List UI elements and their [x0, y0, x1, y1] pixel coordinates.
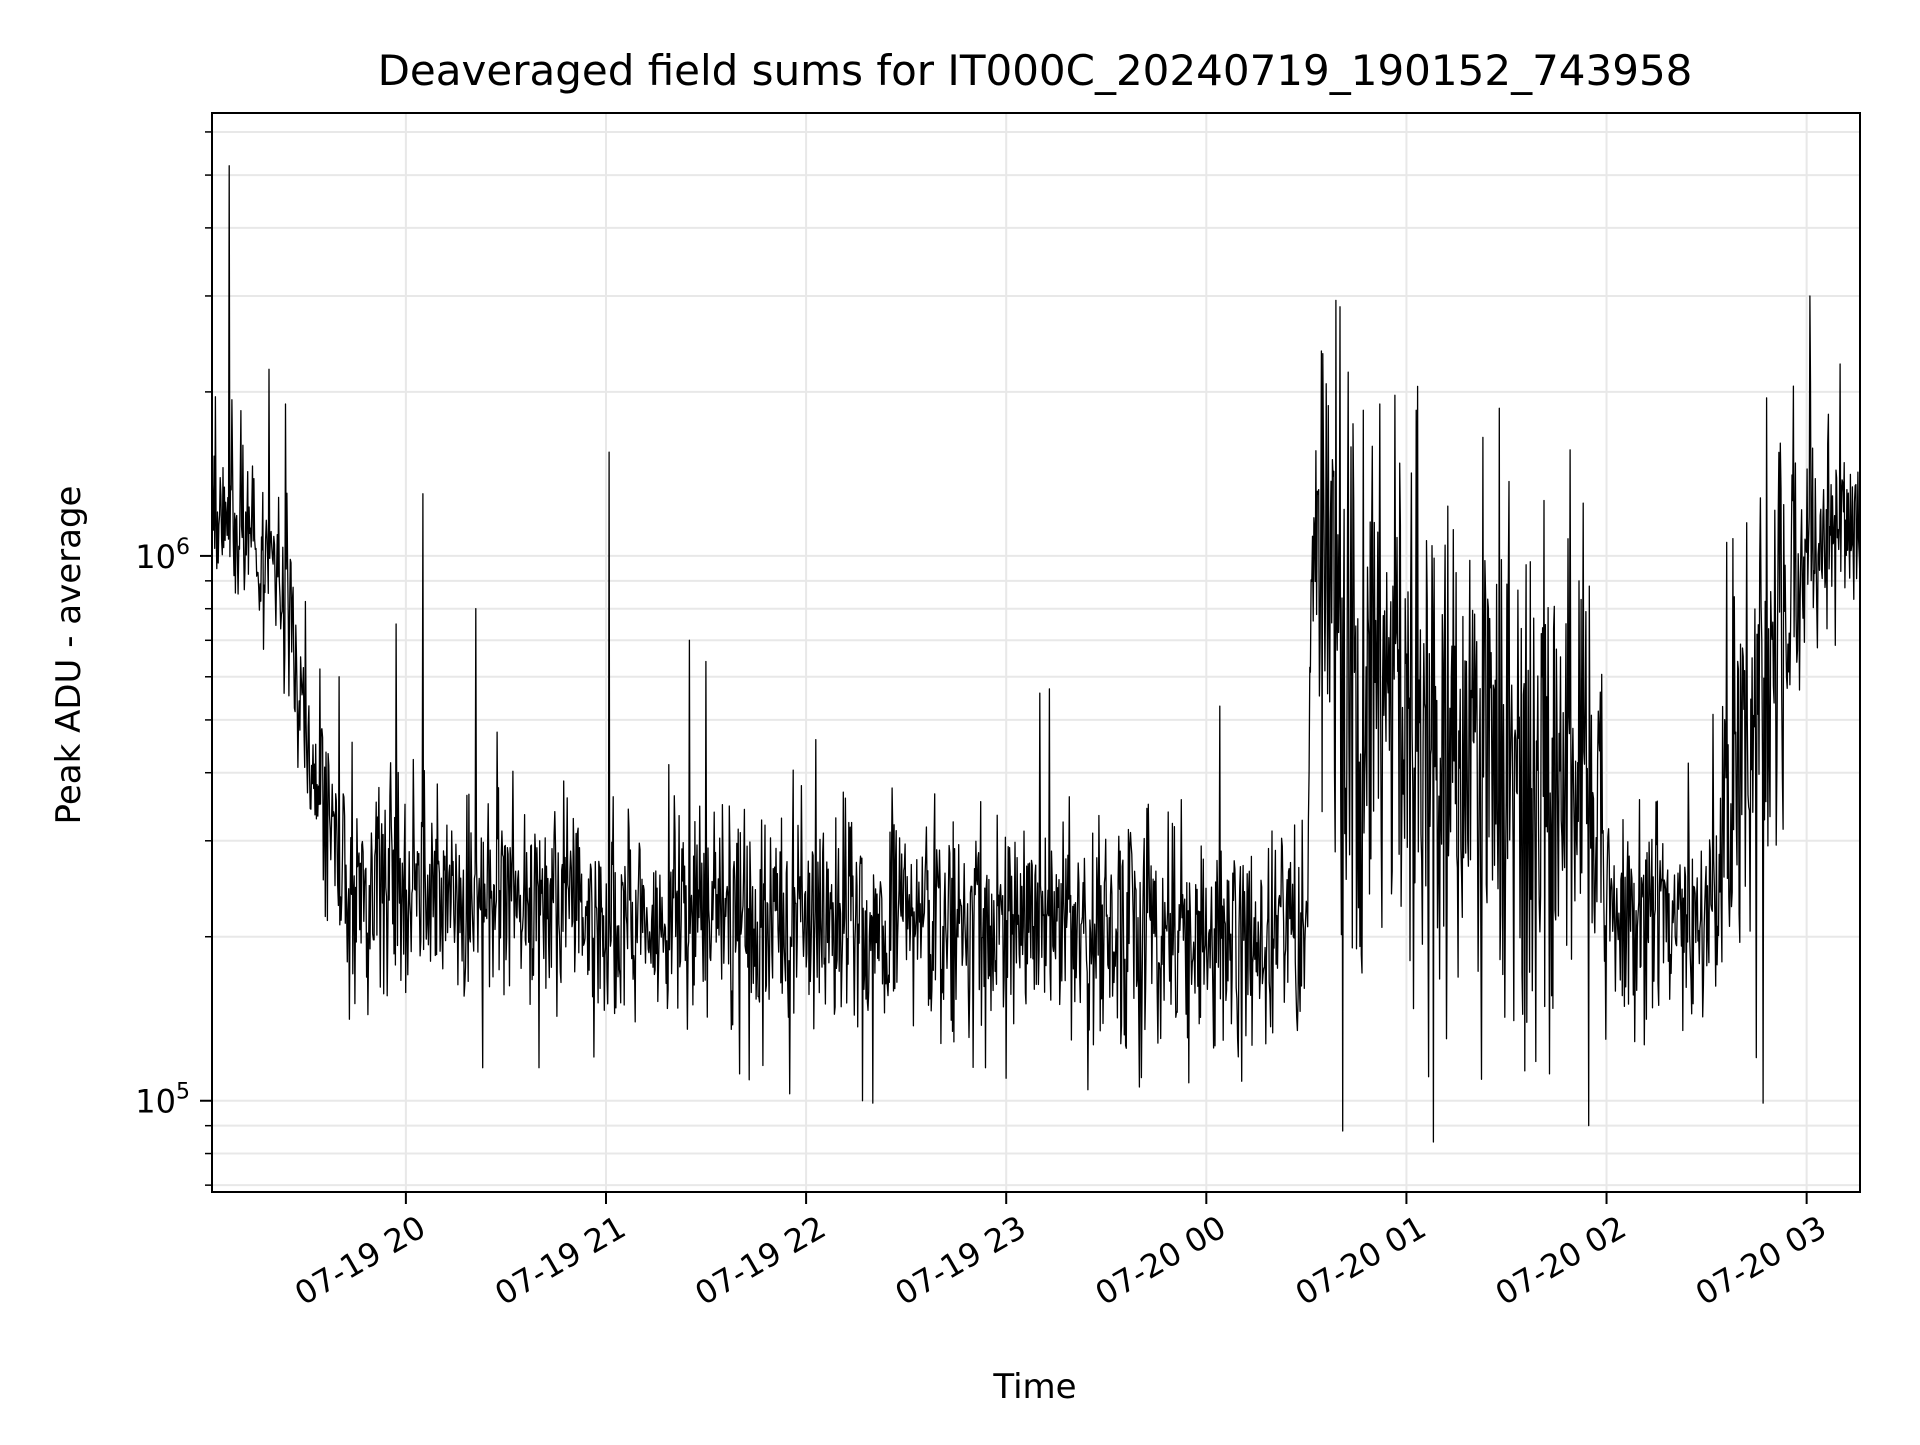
y-tick-exponent: 6 [176, 535, 190, 560]
y-tick-exponent: 5 [176, 1080, 190, 1105]
y-tick-base: 10 [135, 1083, 176, 1121]
series-layer [211, 165, 1861, 1143]
series-line [211, 165, 1861, 1143]
y-tick-label: 106 [135, 535, 190, 576]
y-axis-label: Peak ADU - average [49, 486, 89, 825]
y-tick-base: 10 [135, 538, 176, 576]
y-tick-label: 105 [135, 1080, 190, 1121]
x-axis-label: Time [992, 1367, 1076, 1407]
plot-frame [211, 112, 1861, 1193]
chart-title: Deaveraged field sums for IT000C_2024071… [378, 46, 1693, 95]
grid [212, 113, 1860, 1192]
